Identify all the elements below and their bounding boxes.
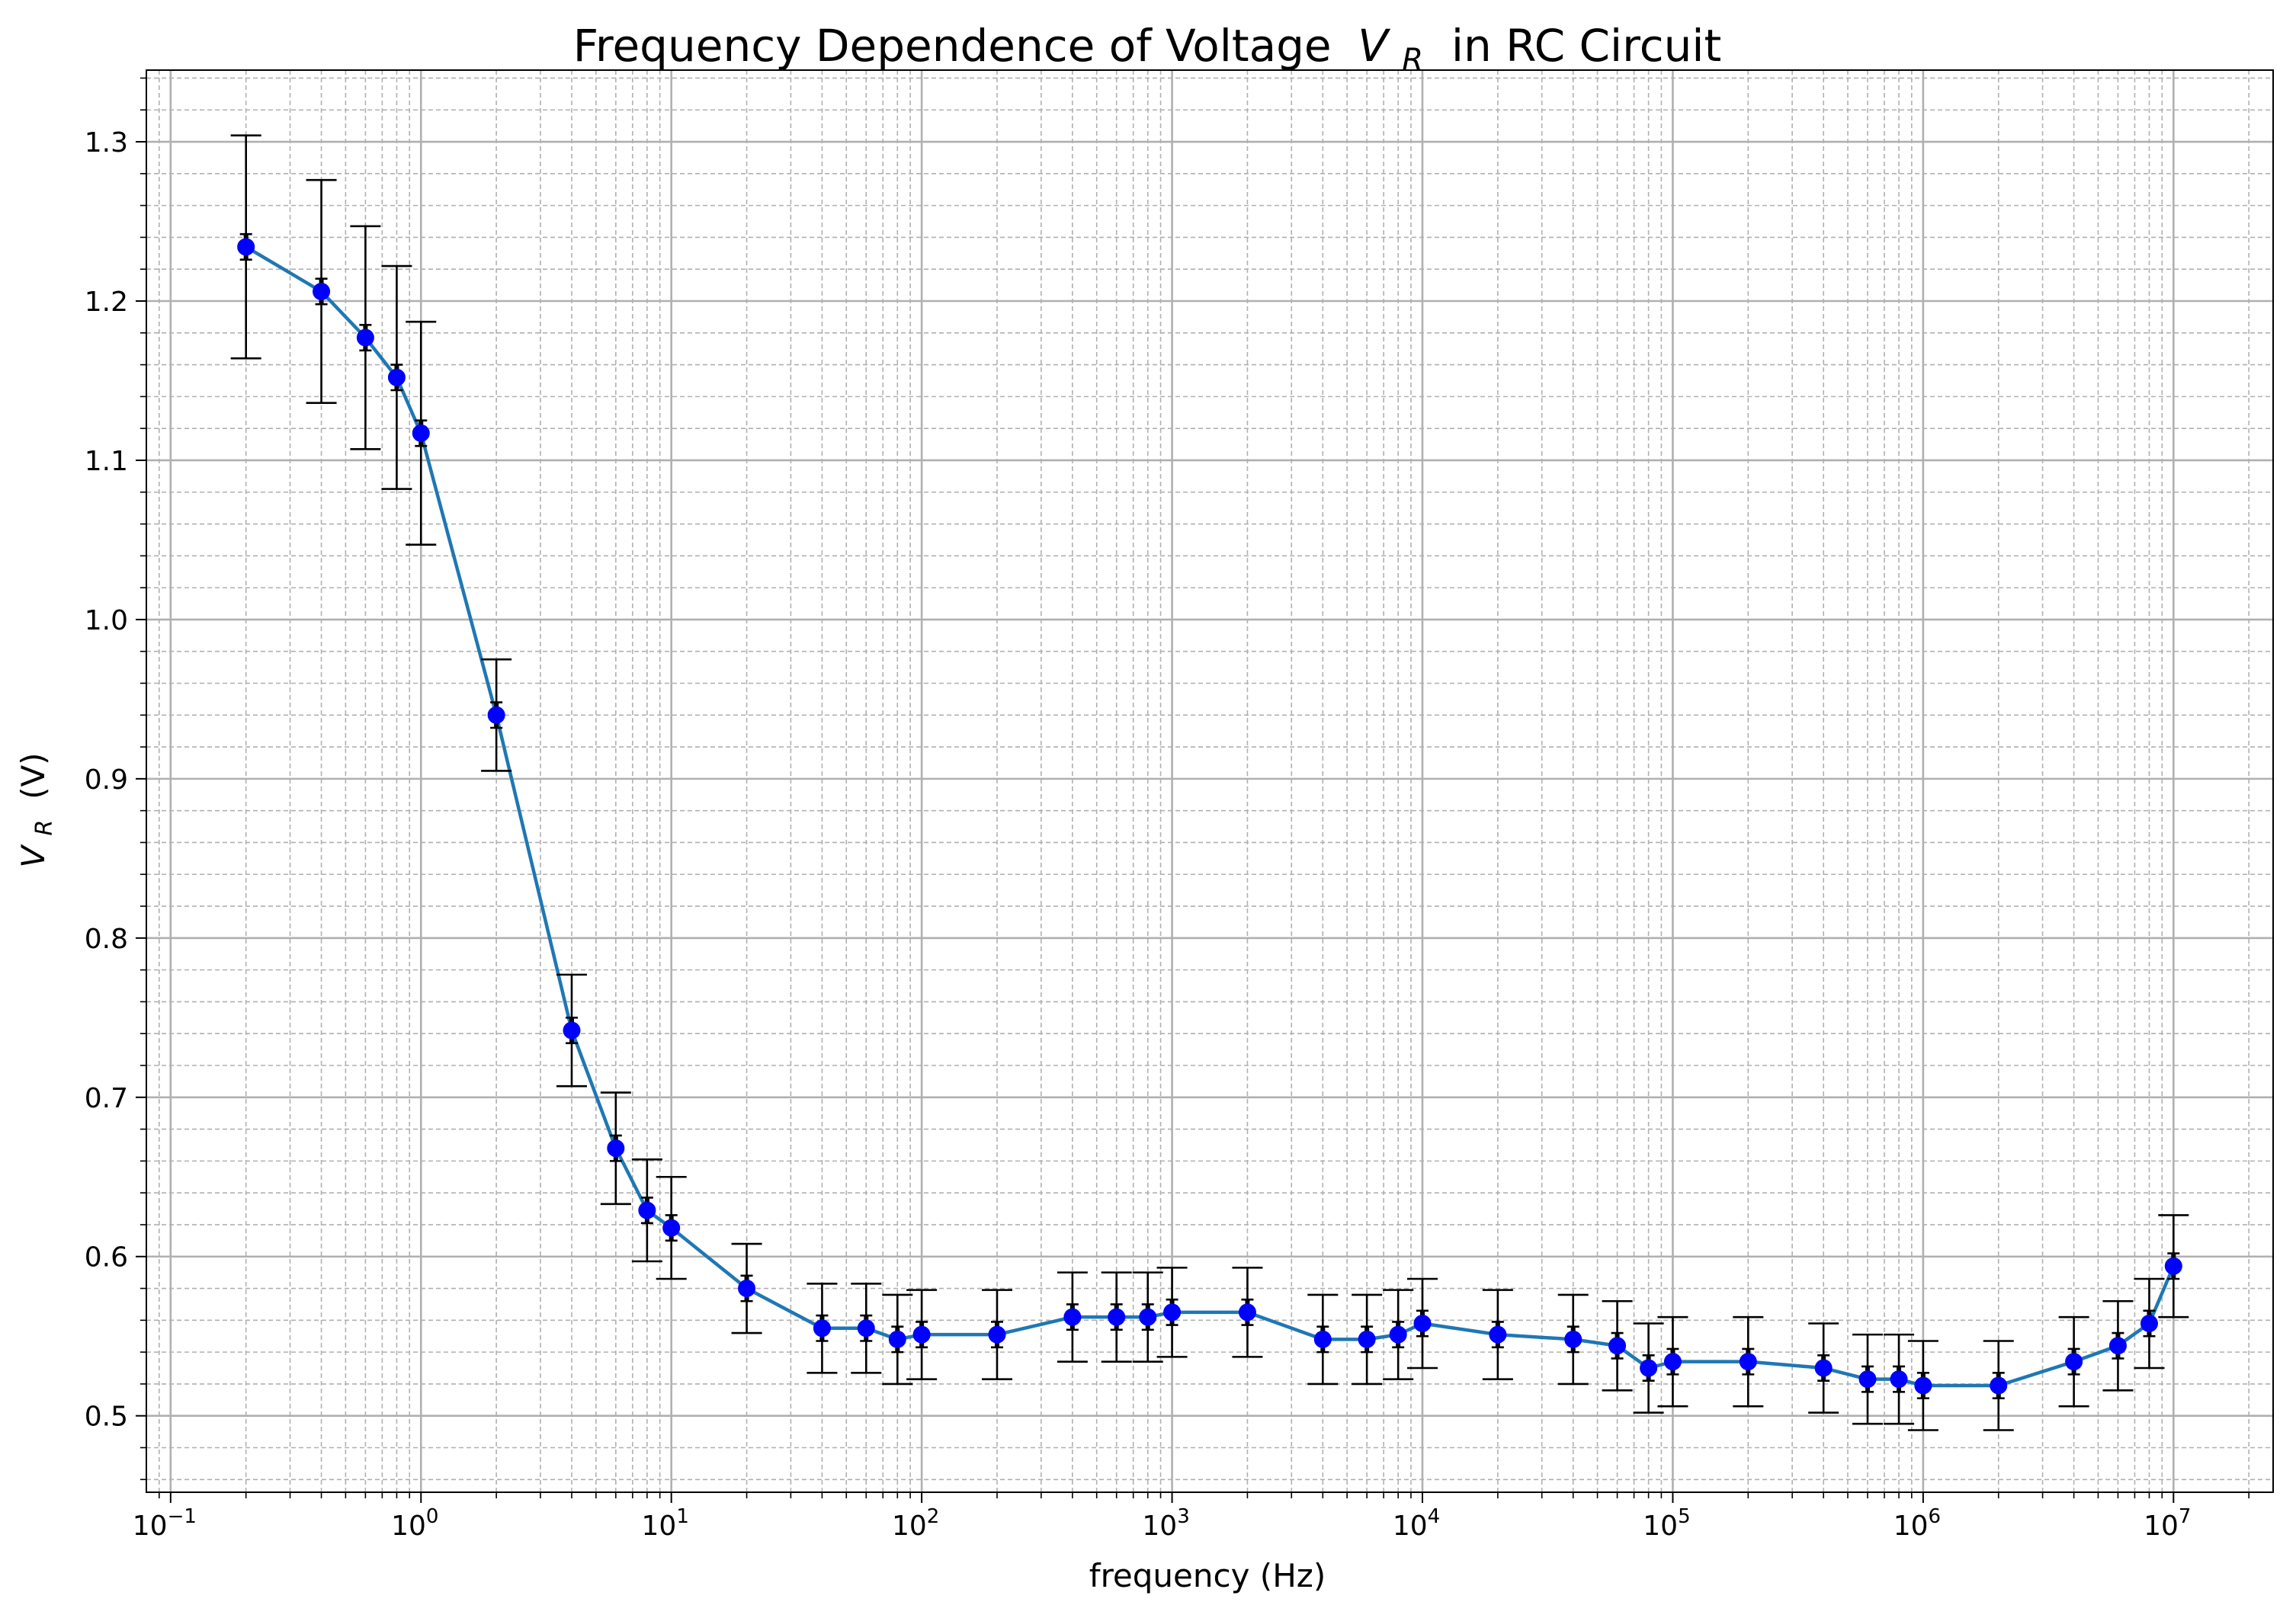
x-tick-label-exponent: 4 [1428, 1505, 1441, 1528]
data-point [2108, 1337, 2127, 1355]
x-tick-label-base: 10 [2144, 1511, 2179, 1542]
x-tick-label-exponent: 5 [1678, 1505, 1691, 1528]
data-point [237, 238, 255, 256]
data-markers [237, 238, 2182, 1395]
data-point [1389, 1325, 1407, 1344]
data-point [487, 706, 505, 724]
data-point [1163, 1303, 1182, 1322]
plot-area [146, 69, 2274, 1493]
x-tick-label-base: 10 [391, 1511, 426, 1542]
y-tick-label: 1.3 [85, 127, 128, 159]
x-tick-label: 107 [2144, 1505, 2191, 1542]
data-point [313, 282, 331, 300]
data-point [1139, 1308, 1157, 1326]
x-tick-label-base: 10 [1142, 1511, 1177, 1542]
chart-title-text: Frequency Dependence of Voltage [573, 20, 1332, 72]
y-tick-label: 1.2 [85, 287, 128, 318]
x-tick-label-exponent: 1 [676, 1505, 689, 1528]
series-line-group [245, 245, 2176, 1388]
x-tick-label-base: 10 [1393, 1511, 1428, 1542]
data-point [356, 328, 374, 347]
x-tick-label: 100 [391, 1505, 438, 1542]
x-tick-label: 104 [1393, 1505, 1440, 1542]
major-grid [146, 70, 2273, 1492]
data-point [1489, 1325, 1507, 1344]
data-point [2164, 1257, 2182, 1275]
x-tick-label-exponent: 2 [927, 1505, 940, 1528]
y-axis-label: V R (V) [14, 752, 59, 867]
data-point [1063, 1308, 1082, 1326]
y-tick-label: 1.0 [85, 605, 128, 636]
data-point [912, 1325, 931, 1344]
data-point [1108, 1308, 1126, 1326]
plot-frame [146, 69, 2274, 1493]
plot-background [146, 70, 2273, 1492]
x-tick-label-exponent: 3 [1177, 1505, 1190, 1528]
y-axis-label-subscript: R [31, 820, 58, 836]
data-point [857, 1319, 875, 1338]
data-point [1858, 1370, 1877, 1389]
x-tick-label-base: 10 [1894, 1511, 1929, 1542]
data-point [2065, 1353, 2083, 1371]
y-tick-label: 1.1 [85, 446, 128, 477]
x-tick-label-exponent: 7 [2179, 1505, 2192, 1528]
data-point [563, 1021, 581, 1040]
x-tick-label-base: 10 [642, 1511, 677, 1542]
x-tick-label-exponent: −1 [168, 1505, 197, 1528]
x-tick-label: 106 [1894, 1505, 1941, 1542]
chart-title-suffix: in RC Circuit [1437, 20, 1721, 72]
y-axis-label-unit: (V) [14, 752, 52, 809]
data-point [738, 1280, 756, 1298]
data-point [888, 1330, 906, 1348]
x-tick-label-base: 10 [1643, 1511, 1678, 1542]
data-point [387, 368, 406, 386]
data-point [1608, 1337, 1627, 1355]
y-tick-label: 0.7 [85, 1083, 128, 1114]
data-point [2140, 1315, 2158, 1333]
y-tick-label: 0.9 [85, 764, 128, 796]
data-point [988, 1325, 1006, 1344]
x-axis-label: frequency (Hz) [1089, 1557, 1326, 1594]
y-axis-label-symbol: V [14, 844, 52, 868]
y-tick-label: 0.8 [85, 924, 128, 955]
x-tick-label-base: 10 [892, 1511, 927, 1542]
data-point [1663, 1353, 1682, 1371]
data-point [1358, 1330, 1376, 1348]
data-point [1990, 1376, 2008, 1395]
data-point [1564, 1330, 1583, 1348]
y-axis: 0.5 0.6 0.7 0.8 0.9 1.0 1.1 1.2 1.3 [85, 77, 146, 1481]
x-tick-label: 102 [892, 1505, 939, 1542]
data-point [412, 424, 430, 442]
series-line [245, 245, 2176, 1388]
x-tick-label-base: 10 [133, 1511, 168, 1542]
minor-grid [146, 70, 2273, 1492]
data-point [1238, 1303, 1256, 1322]
data-point [813, 1319, 831, 1338]
y-tick-label: 0.5 [85, 1402, 128, 1433]
data-point [1814, 1359, 1833, 1377]
data-point [1914, 1376, 1932, 1395]
data-point [1739, 1353, 1757, 1371]
x-tick-label-exponent: 0 [426, 1505, 439, 1528]
y-tick-label: 0.6 [85, 1242, 128, 1274]
x-tick-label: 10−1 [133, 1505, 197, 1542]
x-tick-label-exponent: 6 [1929, 1505, 1942, 1528]
data-point [662, 1219, 681, 1237]
x-tick-label: 103 [1142, 1505, 1189, 1542]
chart-title-symbol: V [1358, 20, 1391, 72]
data-point [607, 1139, 625, 1158]
x-tick-label: 101 [642, 1505, 689, 1542]
chart-title: Frequency Dependence of Voltage V R in R… [573, 20, 1721, 81]
data-point [1413, 1315, 1432, 1333]
data-point [1313, 1330, 1332, 1348]
data-point [1640, 1359, 1658, 1377]
data-point [1890, 1370, 1908, 1389]
data-point [638, 1201, 656, 1219]
x-axis: 10−1 100 101 102 103 104 105 106 107 [133, 1492, 2250, 1542]
x-tick-label: 105 [1643, 1505, 1690, 1542]
